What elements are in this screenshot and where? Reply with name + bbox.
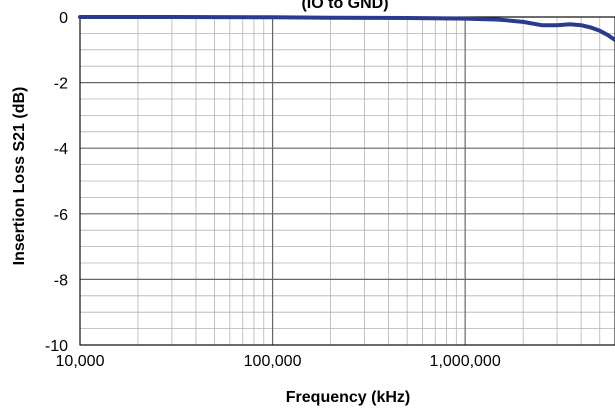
y-tick-label: -6 (54, 207, 68, 224)
x-tick-labels: 10,000 100,000 1,000,000 (56, 353, 501, 370)
series-layer (78, 15, 615, 42)
insertion-loss-line (78, 15, 615, 42)
x-axis-title: Frequency (kHz) (286, 389, 410, 406)
chart-title: (IO to GND) (301, 0, 388, 12)
y-tick-label: -2 (54, 76, 68, 93)
y-tick-labels: 0 -2 -4 -6 -8 -10 (45, 10, 68, 355)
x-tick-label: 10,000 (56, 353, 105, 370)
y-tick-label: -8 (54, 272, 68, 289)
y-tick-label: -10 (45, 338, 68, 355)
y-tick-label: -4 (54, 141, 68, 158)
y-tick-label: 0 (59, 10, 68, 27)
y-axis-title: Insertion Loss S21 (dB) (11, 87, 28, 266)
minor-gridlines (80, 17, 615, 345)
x-tick-label: 1,000,000 (430, 353, 501, 370)
x-tick-label: 100,000 (244, 353, 302, 370)
